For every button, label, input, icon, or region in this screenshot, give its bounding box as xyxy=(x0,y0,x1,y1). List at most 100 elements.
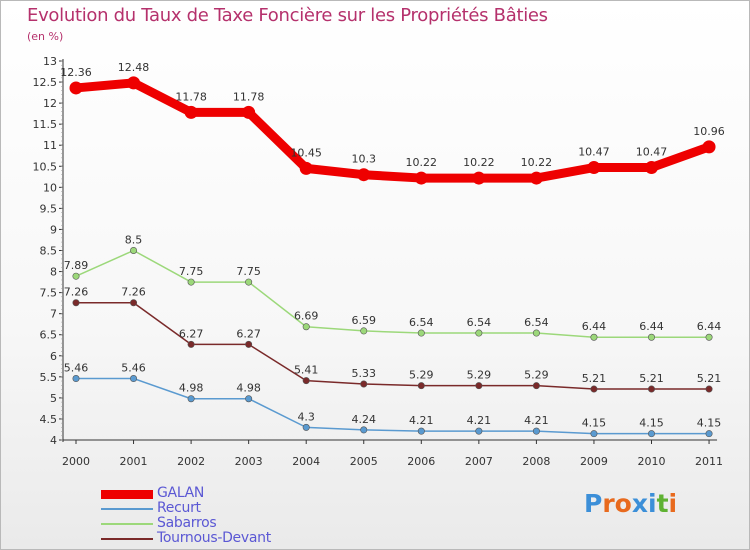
data-label: 6.44 xyxy=(582,320,607,333)
data-label: 10.22 xyxy=(521,156,553,169)
logo-letter: P xyxy=(584,489,603,518)
data-label: 12.48 xyxy=(118,61,150,74)
data-label: 6.54 xyxy=(524,316,549,329)
data-point xyxy=(72,299,80,307)
y-tick-label: 6 xyxy=(50,350,57,363)
data-point xyxy=(417,382,425,390)
logo-letter: i xyxy=(648,489,657,518)
data-label: 6.44 xyxy=(639,320,664,333)
x-tick-label: 2001 xyxy=(120,455,148,468)
y-tick-label: 9 xyxy=(50,223,57,236)
data-point xyxy=(357,168,371,182)
y-tick-label: 4.5 xyxy=(40,413,58,426)
legend-swatch xyxy=(101,508,153,510)
series-galan: 12.36 12.48 11.78 11.78 10.45 10.3 10.22 10.22 1… xyxy=(60,61,725,185)
data-point xyxy=(299,161,313,175)
data-label: 7.89 xyxy=(64,259,89,272)
data-label: 4.3 xyxy=(297,410,315,423)
data-label: 5.21 xyxy=(639,372,664,385)
data-point xyxy=(475,382,483,390)
data-point xyxy=(647,430,655,438)
x-tick-label: 2005 xyxy=(350,455,378,468)
data-label: 4.21 xyxy=(409,414,434,427)
series-line xyxy=(75,249,710,338)
data-label: 7.26 xyxy=(64,286,89,299)
data-point xyxy=(302,323,310,331)
proxiti-logo: Proxiti xyxy=(584,489,677,518)
data-label: 5.29 xyxy=(409,369,434,382)
data-label: 12.36 xyxy=(60,66,92,79)
data-point xyxy=(587,161,601,175)
y-tick-label: 10.5 xyxy=(33,160,58,173)
x-tick-label: 2004 xyxy=(292,455,320,468)
data-point xyxy=(69,81,83,95)
data-point xyxy=(647,333,655,341)
y-tick-label: 4 xyxy=(50,434,57,447)
data-label: 5.29 xyxy=(467,369,492,382)
data-point xyxy=(475,427,483,435)
data-point xyxy=(130,247,138,255)
y-tick-label: 12.5 xyxy=(33,76,58,89)
data-point xyxy=(302,423,310,431)
logo-letter: t xyxy=(656,489,669,518)
data-label: 11.78 xyxy=(175,90,207,103)
data-label: 5.46 xyxy=(64,362,89,375)
data-point xyxy=(130,299,138,307)
y-tick-label: 6.5 xyxy=(40,329,58,342)
data-label: 6.59 xyxy=(352,314,377,327)
x-tick-label: 2007 xyxy=(465,455,493,468)
data-point xyxy=(360,380,368,388)
y-tick-label: 8.5 xyxy=(40,245,58,258)
logo-letter: o xyxy=(614,489,632,518)
series-sabarros: 7.89 8.5 7.75 7.75 6.69 6.59 6.54 6.54 6.54 6.44 6… xyxy=(64,234,721,341)
data-point xyxy=(647,385,655,393)
data-point xyxy=(130,375,138,383)
data-label: 4.98 xyxy=(179,382,204,395)
data-label: 6.69 xyxy=(294,310,319,323)
y-tick-label: 7.5 xyxy=(40,287,58,300)
chart-axes: 44.555.566.577.588.599.51010.51111.51212… xyxy=(33,55,724,468)
data-point xyxy=(705,333,713,341)
data-label: 5.21 xyxy=(582,372,607,385)
data-point xyxy=(127,76,141,90)
data-label: 6.54 xyxy=(467,316,492,329)
data-point xyxy=(417,329,425,337)
legend-label: GALAN xyxy=(157,485,205,501)
x-tick-label: 2009 xyxy=(580,455,608,468)
data-label: 4.98 xyxy=(236,382,261,395)
data-label: 10.22 xyxy=(463,156,495,169)
chart-unit-label: (en %) xyxy=(27,30,64,43)
y-tick-label: 11 xyxy=(43,139,57,152)
data-label: 10.96 xyxy=(693,125,725,138)
y-tick-label: 12 xyxy=(43,97,57,110)
x-tick-label: 2000 xyxy=(62,455,90,468)
y-tick-label: 8 xyxy=(50,266,57,279)
legend-label: Tournous-Devant xyxy=(157,530,271,546)
legend-label: Sabarros xyxy=(157,515,217,531)
y-tick-label: 13 xyxy=(43,55,57,68)
data-point xyxy=(245,278,253,286)
data-label: 7.75 xyxy=(236,265,261,278)
data-point xyxy=(245,395,253,403)
legend-swatch xyxy=(101,489,153,499)
legend-swatch xyxy=(101,538,153,540)
data-label: 10.3 xyxy=(352,153,377,166)
data-label: 11.78 xyxy=(233,90,265,103)
data-point xyxy=(472,171,486,185)
logo-letter: x xyxy=(631,489,648,518)
chart-title: Evolution du Taux de Taxe Foncière sur l… xyxy=(27,5,548,26)
data-label: 5.46 xyxy=(121,362,146,375)
data-label: 6.27 xyxy=(179,327,204,340)
data-point xyxy=(705,430,713,438)
y-tick-label: 9.5 xyxy=(40,202,58,215)
data-point xyxy=(475,329,483,337)
data-label: 8.5 xyxy=(125,234,143,247)
y-tick-label: 5.5 xyxy=(40,371,58,384)
data-label: 5.33 xyxy=(352,367,377,380)
data-label: 7.26 xyxy=(121,286,146,299)
data-point xyxy=(590,385,598,393)
logo-letter: r xyxy=(602,489,615,518)
data-point xyxy=(187,278,195,286)
data-label: 6.54 xyxy=(409,316,434,329)
